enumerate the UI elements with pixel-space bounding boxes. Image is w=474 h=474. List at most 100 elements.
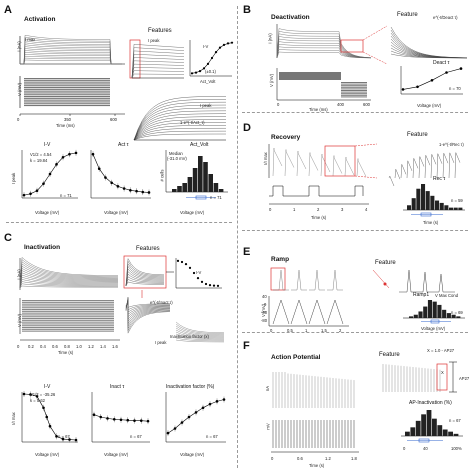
a-iv-point [35, 189, 39, 193]
iv-mini-point [194, 71, 198, 74]
f-ap-bar [432, 418, 437, 436]
inact-current-trace [19, 274, 119, 289]
a-median-label: Median [169, 151, 183, 156]
inact-fit-trace [125, 299, 171, 325]
recovery-zoom-trace [442, 153, 449, 179]
deact-current-trace [276, 38, 372, 59]
inact-voltage-step [22, 309, 114, 311]
d-time-label: Time (s) [311, 215, 327, 220]
a-tau-line [92, 154, 150, 193]
a-act-volt-bar [218, 189, 224, 192]
d-traces [268, 143, 378, 205]
d-rec-bar [449, 207, 454, 210]
current-trace [20, 38, 122, 65]
c-tick-3: 0.6 [52, 344, 58, 349]
inact-voltage-step [22, 307, 114, 309]
d-rec-bar [407, 205, 412, 210]
inact-voltage-step [22, 300, 114, 302]
inact-zoom-trace [125, 271, 165, 287]
e-ramp-bar [432, 301, 437, 318]
e-ytick-2: -40 [261, 310, 268, 315]
fit-trace [133, 110, 227, 141]
inact-factor-trace [175, 327, 225, 337]
current-trace [20, 48, 122, 65]
f-ap-tick-0: 0 [403, 446, 406, 451]
c-current-label: I (nA) [16, 269, 22, 280]
zoom-trace [131, 70, 185, 79]
c-iv-k: k = 5.62 [30, 398, 46, 403]
voltage-step [24, 79, 110, 81]
f-ap-bar [453, 433, 459, 436]
c-ipeak-label: I peak [155, 340, 167, 345]
vertical-separator [237, 6, 238, 468]
fit-trace [133, 133, 227, 141]
inact-zoom-trace [125, 257, 165, 287]
fit-trace [133, 99, 227, 141]
c-tau-point [119, 418, 123, 422]
c-iv-mini-label: I-V [196, 270, 202, 275]
deact-current-trace [276, 28, 372, 59]
c-tau-point [92, 413, 96, 416]
c-iv-mini-point [176, 259, 180, 262]
voltage-step [24, 83, 110, 85]
c-iv-mini-point [208, 284, 212, 287]
c-inact-factor-n: n = 67 [206, 434, 218, 439]
inact-fit-trace [125, 297, 171, 334]
f-x-label: X [441, 370, 444, 375]
a-tau-point [135, 189, 138, 193]
b-time-tick-2: 600 [363, 102, 370, 107]
a-iv-point [61, 155, 65, 159]
inact-voltage-step [22, 327, 114, 329]
inact-voltage-step [22, 314, 114, 316]
d-rec-bar [421, 184, 426, 210]
a-iv-vhalf: V1/2 = 4.54 [30, 152, 52, 157]
a-fit-traces [133, 96, 227, 141]
deact-voltage-step [341, 82, 367, 83]
a-act-volt-label: Act_Volt [200, 79, 216, 84]
zoom-trace [131, 73, 185, 79]
f-traces [271, 372, 359, 453]
a-tau-point [104, 176, 107, 179]
recovery-zoom-trace [400, 164, 407, 179]
a-act-volt-bar [187, 177, 193, 192]
a-iv-point [68, 152, 71, 156]
c-traces [19, 256, 120, 341]
b-traces [276, 24, 388, 101]
a-tau-point [110, 181, 113, 185]
d-rec-bar [435, 200, 440, 210]
c-iv-point [42, 406, 45, 410]
a-act-volt-title: Act_Volt [190, 142, 209, 148]
c-tick-4: 0.8 [64, 344, 70, 349]
panel-title-deactivation: Deactivation [271, 14, 310, 21]
c-iv-mini-point [204, 282, 208, 286]
a-act-volt-bar [182, 183, 187, 192]
c-tick-2: 0.4 [40, 344, 46, 349]
e-ramp-n: n = 69 [451, 310, 463, 315]
inact-current-trace [19, 256, 119, 289]
c-fac-point [201, 406, 205, 410]
f-ap-bar [421, 414, 426, 436]
panel-label-f: F [243, 340, 250, 352]
a-act-volt-bar [213, 183, 219, 192]
c-tick-1: 0.2 [28, 344, 34, 349]
a-iv-point [48, 172, 52, 176]
inact-fit-trace [125, 300, 171, 320]
inact-voltage-step [22, 325, 114, 327]
recovery-trace [332, 155, 343, 177]
d-rec-n: n = 59 [451, 198, 463, 203]
b-time-tick-0: 0 [277, 102, 280, 107]
d-rec-bar [425, 191, 430, 210]
inact-zoom-trace [125, 268, 165, 287]
a-ipeak2-label: I peak [200, 103, 212, 108]
panel-title-ramp: Ramp [271, 256, 290, 263]
d-rec-bar [444, 205, 449, 210]
iv-mini-point [198, 70, 202, 73]
inact-factor-trace [175, 329, 225, 338]
a-act-volt-bar [208, 174, 213, 192]
voltage-step [24, 94, 110, 96]
panel-e: E Ramp Feature V (mV) 40 0 -40 -80 0 0.5… [237, 230, 474, 333]
f-ap-bar [405, 431, 410, 436]
panel-a: A Activation Features I (nA) I max V (mV… [0, 0, 237, 222]
ramp-current-trace [309, 269, 325, 291]
b-time-label: Time (ms) [309, 107, 328, 112]
